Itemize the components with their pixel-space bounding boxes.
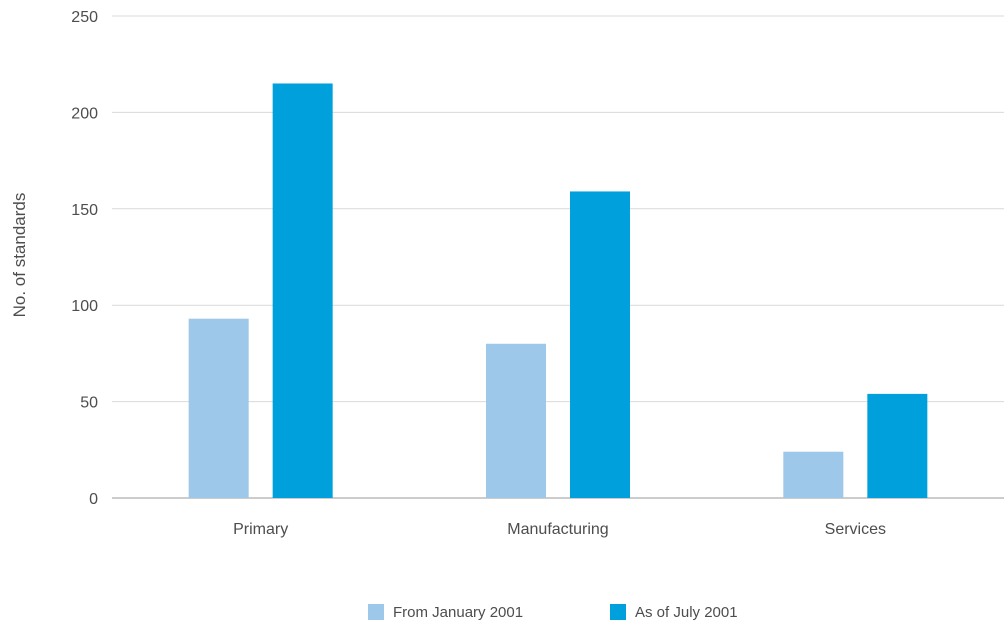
y-tick-label: 250 [71, 9, 98, 26]
bar [783, 452, 843, 498]
bar [273, 83, 333, 498]
legend-label: From January 2001 [393, 604, 523, 621]
bar [867, 394, 927, 498]
bars [189, 83, 928, 498]
x-category-label: Manufacturing [507, 521, 608, 538]
y-axis-title: No. of standards [10, 193, 29, 318]
bar [486, 344, 546, 498]
x-category-label: Primary [233, 521, 288, 538]
y-tick-label: 0 [89, 491, 98, 508]
y-tick-label: 100 [71, 298, 98, 315]
y-tick-label: 150 [71, 202, 98, 219]
y-tick-label: 200 [71, 105, 98, 122]
x-category-label: Services [825, 521, 886, 538]
legend-label: As of July 2001 [635, 604, 738, 621]
y-axis-ticks: 0 50 100 150 200 250 [71, 9, 98, 508]
legend-swatch [368, 604, 384, 620]
y-tick-label: 50 [80, 395, 98, 412]
x-axis-categories: Primary Manufacturing Services [233, 521, 886, 538]
bar [189, 319, 249, 498]
legend: From January 2001 As of July 2001 [368, 604, 738, 621]
bar [570, 191, 630, 498]
legend-swatch [610, 604, 626, 620]
